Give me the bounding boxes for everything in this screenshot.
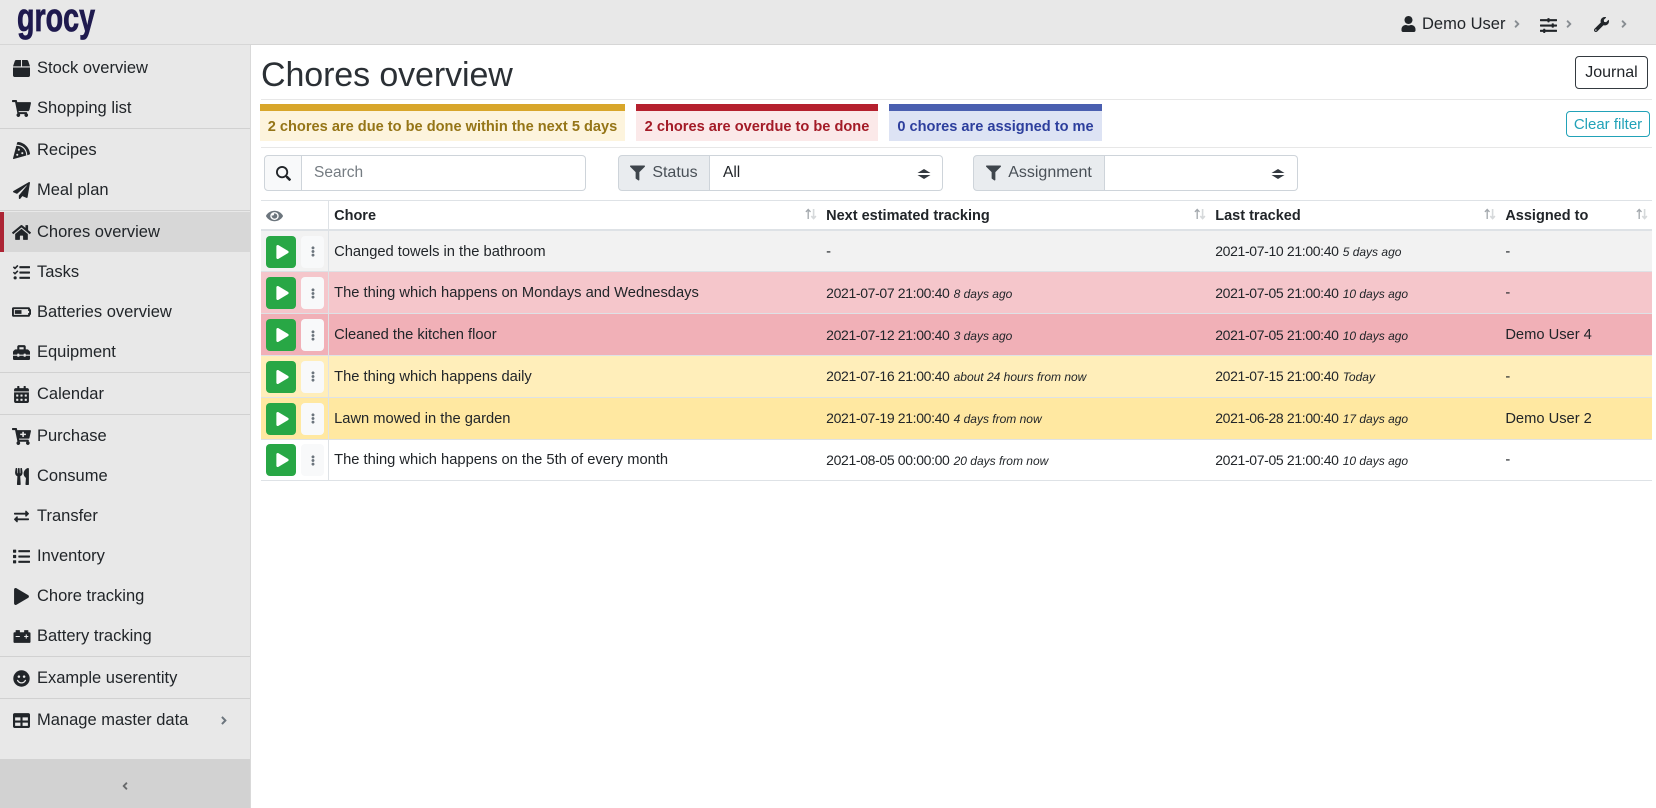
svg-text:grocy: grocy	[17, 0, 96, 40]
